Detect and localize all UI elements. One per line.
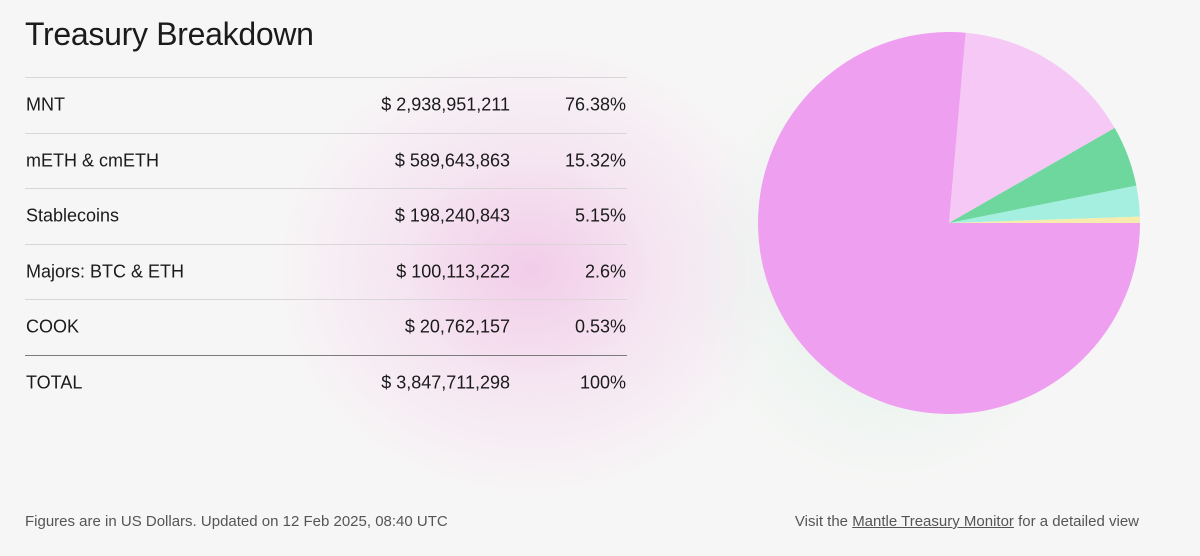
table-row: MNT $ 2,938,951,211 76.38% [25, 78, 627, 134]
table-row: COOK $ 20,762,157 0.53% [25, 300, 627, 356]
table-row: Stablecoins $ 198,240,843 5.15% [25, 189, 627, 245]
asset-amount: $ 2,938,951,211 [381, 94, 510, 115]
pie-slice-majors-btc-eth [949, 185, 1140, 223]
asset-percent: 2.6% [584, 261, 626, 282]
treasury-pie-chart [758, 32, 1140, 415]
asset-name: Majors: BTC & ETH [26, 261, 185, 282]
total-amount: $ 3,847,711,298 [381, 372, 510, 393]
footer-prefix: Visit the [794, 513, 853, 530]
asset-name: COOK [26, 316, 80, 337]
table-row: mETH & cmETH $ 589,643,863 15.32% [25, 134, 627, 189]
footer-suffix: for a detailed view [1013, 513, 1139, 530]
asset-amount: $ 198,240,843 [394, 205, 510, 226]
asset-percent: 5.15% [574, 205, 626, 226]
asset-name: Stablecoins [26, 205, 120, 226]
footer-note: Figures are in US Dollars. Updated on 12… [25, 513, 448, 530]
asset-amount: $ 100,113,222 [396, 261, 510, 282]
mantle-treasury-monitor-link[interactable]: Mantle Treasury Monitor [852, 513, 1014, 530]
asset-amount: $ 20,762,157 [404, 316, 510, 337]
total-row: TOTAL $ 3,847,711,298 100% [25, 356, 627, 412]
footer-link-text: Visit the Mantle Treasury Monitor for a … [795, 513, 1139, 530]
treasury-table: MNT $ 2,938,951,211 76.38% mETH & cmETH … [25, 77, 627, 411]
asset-percent: 0.53% [574, 316, 626, 337]
asset-percent: 15.32% [564, 150, 626, 171]
pie-slice-cook [949, 216, 1140, 223]
total-label: TOTAL [26, 372, 83, 393]
pie-slice-meth-cmeth [949, 32, 1115, 223]
asset-name: MNT [26, 94, 65, 115]
page-title: Treasury Breakdown [25, 16, 314, 52]
asset-percent: 76.38% [564, 94, 626, 115]
table-row: Majors: BTC & ETH $ 100,113,222 2.6% [25, 245, 627, 300]
pie-slice-stablecoins [949, 128, 1137, 223]
total-percent: 100% [579, 372, 626, 393]
asset-amount: $ 589,643,863 [394, 150, 510, 171]
asset-name: mETH & cmETH [26, 150, 159, 171]
